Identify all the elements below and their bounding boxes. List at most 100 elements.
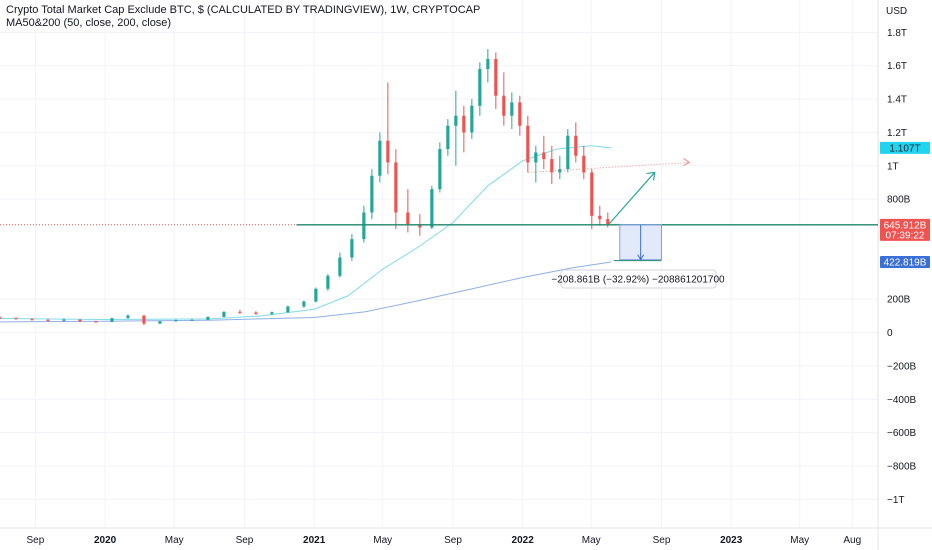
candle xyxy=(590,169,594,230)
x-tick-label: 2021 xyxy=(303,535,326,546)
candle-body xyxy=(494,59,498,96)
y-tick-label: −400B xyxy=(887,395,917,406)
y-tick-label: 800B xyxy=(887,195,911,206)
y-tick-label: −600B xyxy=(887,428,917,439)
currency-label: USD xyxy=(886,6,907,17)
candle xyxy=(454,90,458,166)
ma50-badge: 1.107T xyxy=(889,143,920,154)
candle xyxy=(542,135,546,170)
candle-body xyxy=(446,125,450,150)
candle xyxy=(478,62,482,116)
candle xyxy=(550,145,554,185)
candle xyxy=(370,169,374,220)
candle-body xyxy=(142,315,146,324)
x-tick-label: Sep xyxy=(444,535,462,546)
candle xyxy=(78,319,82,322)
x-tick-label: 2022 xyxy=(512,535,535,546)
candle-body xyxy=(582,155,586,173)
candles xyxy=(0,49,610,326)
candle xyxy=(406,189,410,233)
candle-body xyxy=(542,152,546,160)
candle-body xyxy=(534,152,538,163)
candle xyxy=(510,92,514,130)
candle-body xyxy=(314,288,318,302)
candle-body xyxy=(470,105,474,133)
candle-body xyxy=(502,95,506,116)
candle-body xyxy=(302,301,306,307)
dotted-trend-arrowhead xyxy=(683,158,691,166)
x-tick-label: Aug xyxy=(843,535,861,546)
candle xyxy=(206,316,210,321)
candle xyxy=(270,311,274,316)
candle-body xyxy=(326,275,330,289)
candle-body xyxy=(370,175,374,213)
candle xyxy=(94,320,98,323)
candle xyxy=(446,119,450,156)
chart-header: Crypto Total Market Cap Exclude BTC, $ (… xyxy=(6,4,480,30)
y-tick-label: 1T xyxy=(887,161,899,172)
candle-body xyxy=(386,140,390,163)
candle-body xyxy=(566,135,570,170)
candle-body xyxy=(78,319,82,322)
candle-body xyxy=(526,125,530,163)
candle xyxy=(0,316,2,319)
candle xyxy=(430,185,434,230)
candle xyxy=(502,72,506,126)
candle-body xyxy=(378,140,382,176)
forecast-arrowhead xyxy=(646,171,656,181)
candle-body xyxy=(418,224,422,228)
candle xyxy=(126,314,130,319)
ma200-line xyxy=(0,261,612,323)
candle-body xyxy=(510,102,514,116)
x-tick-label: 2020 xyxy=(94,535,117,546)
y-tick-label: 1.2T xyxy=(887,128,907,139)
x-tick-label: Sep xyxy=(653,535,671,546)
candle xyxy=(470,99,474,140)
candle xyxy=(158,320,162,325)
y-tick-label: 0 xyxy=(887,328,893,339)
candle-body xyxy=(362,212,366,240)
candle-body xyxy=(590,172,594,216)
candle-body xyxy=(574,135,578,156)
ma200-badge-bg xyxy=(880,256,930,269)
candle-body xyxy=(254,312,258,314)
ma200-badge: 422.819B xyxy=(884,258,927,269)
y-tick-label: −200B xyxy=(887,361,917,372)
x-tick-label: May xyxy=(165,535,184,546)
candle xyxy=(462,105,466,153)
candle-body xyxy=(550,159,554,173)
candle xyxy=(190,319,194,321)
candle xyxy=(518,95,522,136)
candle xyxy=(378,132,382,183)
candle-body xyxy=(430,189,434,228)
candle xyxy=(534,145,538,183)
y-tick-label: −1T xyxy=(887,495,905,506)
indicator-legend: MA50&200 (50, close, 200, close) xyxy=(6,17,172,29)
candle-body xyxy=(0,317,2,319)
candle xyxy=(386,82,390,175)
x-tick-label: May xyxy=(582,535,601,546)
candle-body xyxy=(394,162,398,213)
price-badge-bg xyxy=(880,218,930,241)
candle-body xyxy=(518,102,522,126)
candle-body xyxy=(174,320,178,322)
candle xyxy=(110,317,114,323)
candle xyxy=(314,287,318,303)
candle-body xyxy=(486,59,490,70)
candle-body xyxy=(270,312,274,314)
candle xyxy=(142,315,146,326)
candle xyxy=(438,142,442,193)
forecast-arrow-line xyxy=(608,172,656,225)
candle xyxy=(394,149,398,230)
candle xyxy=(486,49,490,83)
candle-body xyxy=(438,149,442,190)
candle xyxy=(222,311,226,318)
measure-label: −208.861B (−32.92%) −208861201700 xyxy=(551,275,725,286)
measure-arrowhead xyxy=(637,254,645,261)
candle xyxy=(14,317,18,320)
measure-label-box xyxy=(560,269,717,289)
candle-body xyxy=(14,318,18,320)
candle xyxy=(566,129,570,173)
